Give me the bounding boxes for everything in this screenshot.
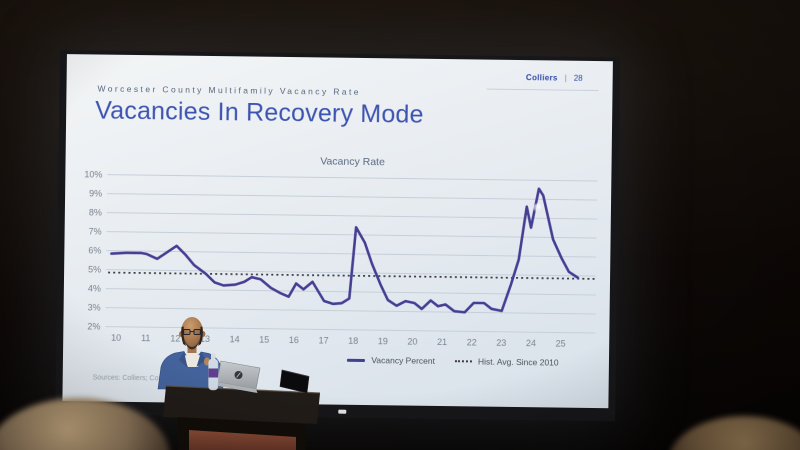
glasses-icon: [181, 329, 203, 335]
lapel-left: [179, 351, 188, 368]
legend-item-hist-avg: Hist. Avg. Since 2010: [454, 356, 559, 368]
svg-text:11: 11: [141, 333, 150, 343]
lapel-right: [196, 352, 206, 367]
legend-item-vacancy-percent: Vacancy Percent: [347, 355, 435, 366]
svg-text:22: 22: [467, 337, 477, 347]
svg-text:7%: 7%: [89, 226, 102, 236]
svg-text:14: 14: [230, 334, 240, 344]
legend-label: Hist. Avg. Since 2010: [477, 356, 559, 368]
audience-head-right: [668, 416, 800, 450]
svg-text:21: 21: [437, 337, 447, 347]
svg-text:10%: 10%: [84, 169, 102, 179]
svg-text:5%: 5%: [88, 264, 101, 274]
svg-text:17: 17: [318, 335, 328, 345]
presentation-screen: Worcester County Multifamily Vacancy Rat…: [55, 50, 620, 422]
header-rule: [486, 88, 599, 92]
svg-text:3%: 3%: [88, 302, 101, 312]
svg-text:2%: 2%: [87, 321, 100, 331]
svg-text:9%: 9%: [89, 188, 102, 198]
slide: Worcester County Multifamily Vacancy Rat…: [62, 54, 613, 409]
colliers-wordmark: Colliers: [525, 73, 558, 83]
hair-left: [181, 326, 186, 346]
svg-text:12: 12: [170, 333, 180, 343]
svg-text:20: 20: [407, 337, 417, 347]
brand-separator: |: [564, 73, 567, 83]
svg-text:16: 16: [289, 335, 299, 345]
svg-text:4%: 4%: [88, 283, 101, 293]
laptop: [216, 360, 261, 393]
svg-text:18: 18: [348, 336, 358, 346]
confidence-monitor: [279, 369, 310, 394]
svg-text:15: 15: [259, 335, 269, 345]
beard: [183, 336, 201, 350]
slide-page-number: 28: [573, 73, 583, 83]
brand-lockup: Colliers | 28: [526, 73, 583, 83]
svg-text:8%: 8%: [89, 207, 102, 217]
hair-right: [198, 326, 203, 346]
water-bottle: [208, 353, 219, 391]
vacancy-chart: 10% 9% 8% 7% 6% 5% 4% 3% 2% 10 11 12 13 14 15 16 17 18 19 2…: [84, 169, 598, 349]
svg-text:6%: 6%: [88, 245, 101, 255]
glare-spot: [532, 203, 545, 213]
svg-text:13: 13: [200, 334, 210, 344]
slide-title: Vacancies In Recovery Mode: [95, 96, 424, 129]
svg-text:19: 19: [378, 336, 388, 346]
svg-text:25: 25: [556, 339, 566, 349]
podium: [163, 385, 321, 450]
shirt: [183, 354, 201, 367]
presenter: [157, 317, 224, 390]
legend-label: Vacancy Percent: [371, 355, 436, 366]
svg-text:23: 23: [496, 338, 506, 348]
slide-eyebrow: Worcester County Multifamily Vacancy Rat…: [97, 83, 361, 97]
svg-text:24: 24: [526, 338, 536, 348]
svg-text:10: 10: [111, 333, 121, 343]
presenter-and-podium: [157, 317, 321, 450]
dotted-line-swatch-icon: [454, 360, 472, 363]
podium-wood-panel: [189, 430, 296, 450]
